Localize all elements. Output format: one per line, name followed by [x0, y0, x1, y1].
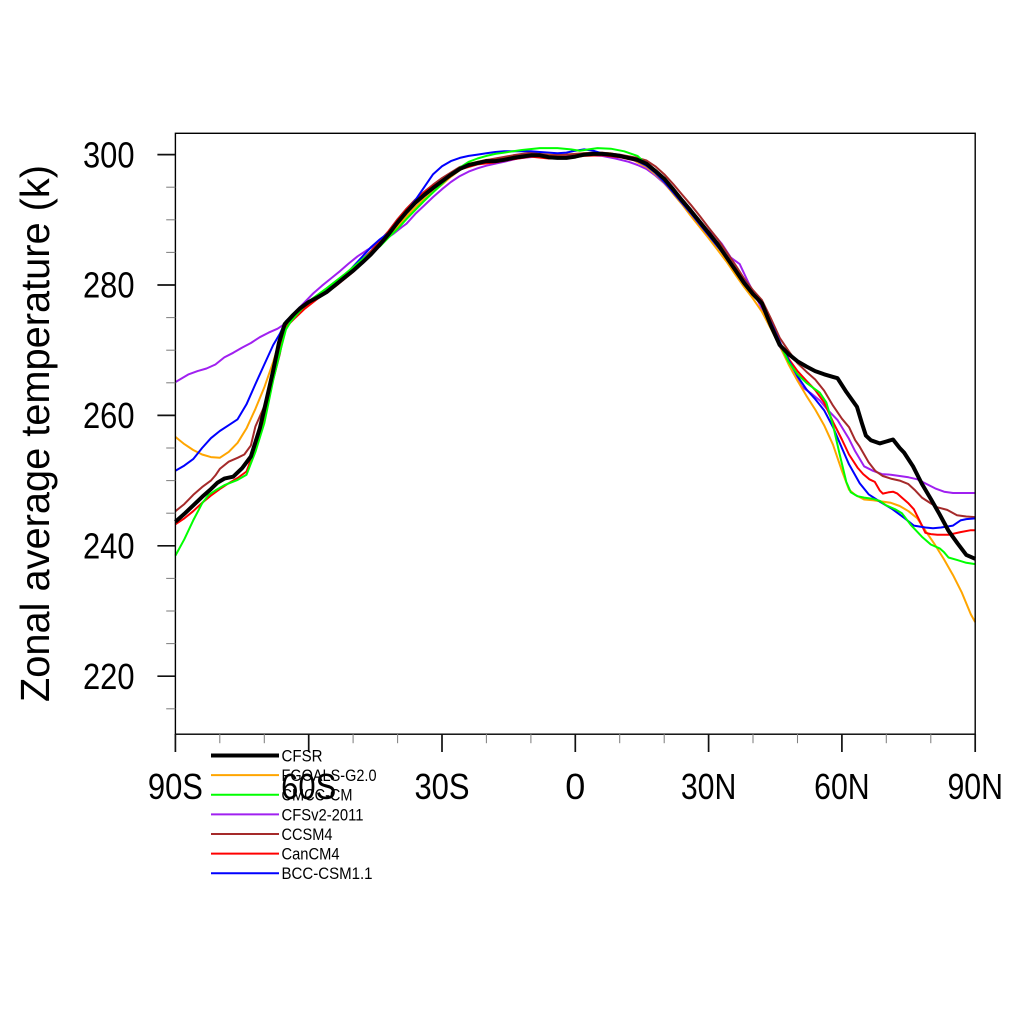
svg-text:90S: 90S — [148, 766, 203, 807]
svg-text:BCC-CSM1.1: BCC-CSM1.1 — [282, 864, 373, 883]
svg-text:Zonal average temperature (k): Zonal average temperature (k) — [12, 165, 58, 702]
svg-text:CFSv2-2011: CFSv2-2011 — [282, 805, 364, 824]
svg-text:CFSR: CFSR — [282, 746, 323, 765]
svg-text:60N: 60N — [814, 766, 870, 807]
svg-text:0: 0 — [565, 766, 585, 807]
svg-text:CMCC-CM: CMCC-CM — [282, 786, 353, 805]
svg-text:240: 240 — [83, 525, 135, 566]
svg-text:CanCM4: CanCM4 — [282, 845, 340, 864]
svg-text:220: 220 — [83, 656, 135, 697]
svg-text:30S: 30S — [414, 766, 469, 807]
svg-text:FGOALS-G2.0: FGOALS-G2.0 — [282, 766, 377, 785]
svg-text:300: 300 — [83, 134, 135, 175]
svg-text:30N: 30N — [681, 766, 737, 807]
svg-text:CCSM4: CCSM4 — [282, 825, 333, 844]
svg-text:280: 280 — [83, 265, 135, 306]
svg-text:60S: 60S — [281, 766, 336, 807]
svg-text:260: 260 — [83, 395, 135, 436]
svg-text:90N: 90N — [947, 766, 1003, 807]
